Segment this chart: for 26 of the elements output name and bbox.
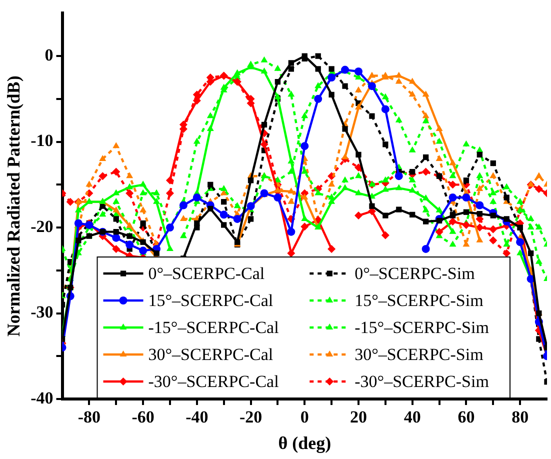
x-axis-title: θ (deg) [278,432,332,453]
legend-label: -30°–SCERPC-Cal [148,372,280,391]
y-tick-label: -40 [30,388,54,408]
x-tick-label: 20 [350,408,367,427]
legend-label: 30°–SCERPC-Sim [354,344,484,364]
legend-label: 15°–SCERPC-Sim [354,290,484,310]
x-tick-label: -40 [186,408,208,427]
legend-label: 15°–SCERPC-Cal [148,290,274,310]
y-tick-label: -20 [30,216,54,236]
y-tick-label: -30 [30,302,54,322]
y-axis-title: Normalized Radiated Pattern(dB) [3,76,24,337]
y-tick-label: 0 [44,45,54,64]
legend-label: 0°–SCERPC-Sim [354,264,475,283]
x-tick-label: -60 [132,408,154,427]
x-tick-label: 80 [512,408,529,427]
x-tick-label: -80 [78,408,101,427]
x-tick-label: 60 [458,408,475,427]
legend-label: -30°–SCERPC-Sim [354,372,489,391]
legend-label: 30°–SCERPC-Cal [148,344,274,364]
y-tick-label: -10 [30,131,54,150]
x-tick-label: 0 [300,408,309,427]
legend-label: 0°–SCERPC-Cal [148,264,265,283]
x-tick-label: -20 [239,408,262,427]
x-tick-label: 40 [404,408,421,427]
legend-label: -15°–SCERPC-Sim [354,318,489,337]
legend-label: -15°–SCERPC-Cal [148,318,280,337]
